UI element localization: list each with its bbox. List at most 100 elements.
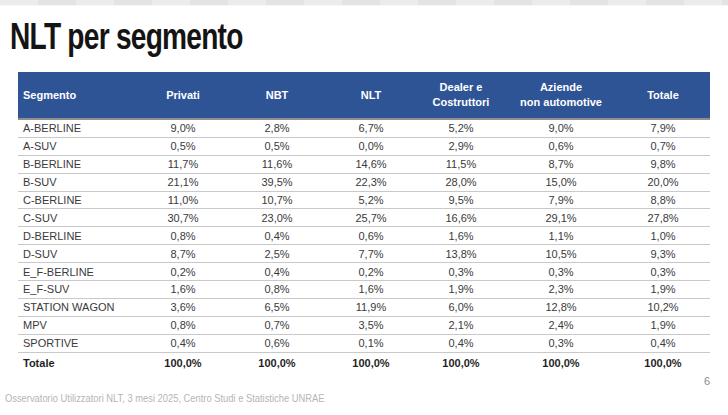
table-cell: 0,7% bbox=[228, 316, 326, 334]
segment-label: B-SUV bbox=[18, 173, 138, 191]
table-body: A-BERLINE9,0%2,8%6,7%5,2%9,0%7,9%A-SUV0,… bbox=[18, 119, 710, 374]
table-cell: 9,0% bbox=[506, 119, 616, 137]
table-cell: 22,3% bbox=[326, 173, 416, 191]
table-cell: 100,0% bbox=[138, 352, 228, 374]
table-cell: 0,4% bbox=[228, 227, 326, 245]
table-cell: 1,9% bbox=[416, 281, 506, 299]
table-cell: 11,6% bbox=[228, 155, 326, 173]
table-cell: 0,4% bbox=[416, 334, 506, 352]
table-cell: 23,0% bbox=[228, 209, 326, 227]
table-cell: 8,8% bbox=[616, 191, 710, 209]
segment-label: E_F-SUV bbox=[18, 281, 138, 299]
column-header-segmento: Segmento bbox=[18, 72, 138, 119]
table-cell: 0,3% bbox=[416, 263, 506, 281]
table-cell: 11,9% bbox=[326, 298, 416, 316]
segment-label: SPORTIVE bbox=[18, 334, 138, 352]
table-cell: 2,9% bbox=[416, 137, 506, 155]
table-cell: 1,6% bbox=[326, 281, 416, 299]
table-row: D-BERLINE0,8%0,4%0,6%1,6%1,1%1,0% bbox=[18, 227, 710, 245]
segment-label: B-BERLINE bbox=[18, 155, 138, 173]
table-cell: 1,6% bbox=[138, 281, 228, 299]
column-header-totale: Totale bbox=[616, 72, 710, 119]
table-cell: 6,5% bbox=[228, 298, 326, 316]
table-row: E_F-SUV1,6%0,8%1,6%1,9%2,3%1,9% bbox=[18, 281, 710, 299]
table-cell: 0,3% bbox=[616, 263, 710, 281]
table-cell: 0,5% bbox=[228, 137, 326, 155]
table-cell: 6,0% bbox=[416, 298, 506, 316]
window-top-strip bbox=[0, 0, 728, 6]
segment-label: C-BERLINE bbox=[18, 191, 138, 209]
table-cell: 5,2% bbox=[326, 191, 416, 209]
table-cell: 100,0% bbox=[416, 352, 506, 374]
column-header-nbt: NBT bbox=[228, 72, 326, 119]
table-cell: 0,2% bbox=[326, 263, 416, 281]
table-row: C-BERLINE11,0%10,7%5,2%9,5%7,9%8,8% bbox=[18, 191, 710, 209]
table-cell: 7,9% bbox=[506, 191, 616, 209]
segment-label: Totale bbox=[18, 352, 138, 374]
segment-label: MPV bbox=[18, 316, 138, 334]
table-cell: 29,1% bbox=[506, 209, 616, 227]
table-cell: 13,8% bbox=[416, 245, 506, 263]
table-cell: 0,3% bbox=[506, 334, 616, 352]
table-row: STATION WAGON3,6%6,5%11,9%6,0%12,8%10,2% bbox=[18, 298, 710, 316]
table-row: C-SUV30,7%23,0%25,7%16,6%29,1%27,8% bbox=[18, 209, 710, 227]
table-cell: 16,6% bbox=[416, 209, 506, 227]
segment-label: C-SUV bbox=[18, 209, 138, 227]
table-cell: 0,6% bbox=[326, 227, 416, 245]
table-cell: 2,8% bbox=[228, 119, 326, 137]
table-cell: 1,1% bbox=[506, 227, 616, 245]
segment-label: D-SUV bbox=[18, 245, 138, 263]
table-row: E_F-BERLINE0,2%0,4%0,2%0,3%0,3%0,3% bbox=[18, 263, 710, 281]
segment-label: A-BERLINE bbox=[18, 119, 138, 137]
table-cell: 100,0% bbox=[616, 352, 710, 374]
table-cell: 30,7% bbox=[138, 209, 228, 227]
table-cell: 100,0% bbox=[506, 352, 616, 374]
page-number: 6 bbox=[704, 375, 710, 387]
table-cell: 10,5% bbox=[506, 245, 616, 263]
column-header-aziende-non-automotive: Aziende non automotive bbox=[506, 72, 616, 119]
table-cell: 0,4% bbox=[138, 334, 228, 352]
table-cell: 0,8% bbox=[138, 316, 228, 334]
segment-table: SegmentoPrivatiNBTNLTDealer e Costruttor… bbox=[18, 72, 710, 374]
table-row: B-SUV21,1%39,5%22,3%28,0%15,0%20,0% bbox=[18, 173, 710, 191]
table-cell: 11,5% bbox=[416, 155, 506, 173]
table-cell: 0,7% bbox=[616, 137, 710, 155]
table-cell: 8,7% bbox=[506, 155, 616, 173]
table-cell: 0,5% bbox=[138, 137, 228, 155]
table-cell: 0,1% bbox=[326, 334, 416, 352]
table-cell: 9,8% bbox=[616, 155, 710, 173]
table-cell: 0,6% bbox=[228, 334, 326, 352]
table-cell: 1,6% bbox=[416, 227, 506, 245]
segment-label: D-BERLINE bbox=[18, 227, 138, 245]
table-cell: 20,0% bbox=[616, 173, 710, 191]
table-cell: 10,7% bbox=[228, 191, 326, 209]
table-cell: 2,3% bbox=[506, 281, 616, 299]
slide-canvas: NLT per segmento SegmentoPrivatiNBTNLTDe… bbox=[0, 0, 728, 415]
footer-source-note: Osservatorio Utilizzatori NLT, 3 mesi 20… bbox=[5, 392, 324, 404]
table-cell: 9,5% bbox=[416, 191, 506, 209]
table-row: D-SUV8,7%2,5%7,7%13,8%10,5%9,3% bbox=[18, 245, 710, 263]
table-header: SegmentoPrivatiNBTNLTDealer e Costruttor… bbox=[18, 72, 710, 119]
table-cell: 0,8% bbox=[138, 227, 228, 245]
table-cell: 100,0% bbox=[228, 352, 326, 374]
page-title: NLT per segmento bbox=[10, 16, 243, 58]
table-row: A-BERLINE9,0%2,8%6,7%5,2%9,0%7,9% bbox=[18, 119, 710, 137]
table-cell: 15,0% bbox=[506, 173, 616, 191]
table-cell: 9,0% bbox=[138, 119, 228, 137]
table-row: SPORTIVE0,4%0,6%0,1%0,4%0,3%0,4% bbox=[18, 334, 710, 352]
table-cell: 8,7% bbox=[138, 245, 228, 263]
table-cell: 7,7% bbox=[326, 245, 416, 263]
table-cell: 0,4% bbox=[228, 263, 326, 281]
table-cell: 1,0% bbox=[616, 227, 710, 245]
table-cell: 1,9% bbox=[616, 316, 710, 334]
table-cell: 0,2% bbox=[138, 263, 228, 281]
table-cell: 27,8% bbox=[616, 209, 710, 227]
table-cell: 3,5% bbox=[326, 316, 416, 334]
table-cell: 14,6% bbox=[326, 155, 416, 173]
table-cell: 7,9% bbox=[616, 119, 710, 137]
table-cell: 100,0% bbox=[326, 352, 416, 374]
segment-label: STATION WAGON bbox=[18, 298, 138, 316]
table-cell: 0,6% bbox=[506, 137, 616, 155]
column-header-nlt: NLT bbox=[326, 72, 416, 119]
table-cell: 11,7% bbox=[138, 155, 228, 173]
